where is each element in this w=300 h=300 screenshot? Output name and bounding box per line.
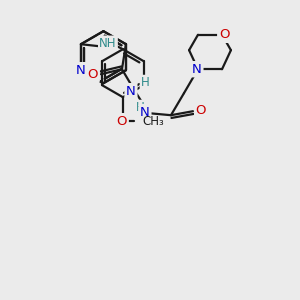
Text: N: N (76, 64, 86, 77)
Text: O: O (219, 28, 229, 41)
Text: N: N (126, 85, 136, 98)
Text: H: H (141, 76, 149, 89)
Text: O: O (88, 68, 98, 81)
Text: H: H (136, 101, 144, 114)
Text: NH: NH (99, 37, 117, 50)
Text: O: O (117, 115, 127, 128)
Text: N: N (192, 63, 202, 76)
Text: N: N (140, 106, 150, 119)
Text: CH₃: CH₃ (142, 115, 164, 128)
Text: O: O (196, 104, 206, 117)
